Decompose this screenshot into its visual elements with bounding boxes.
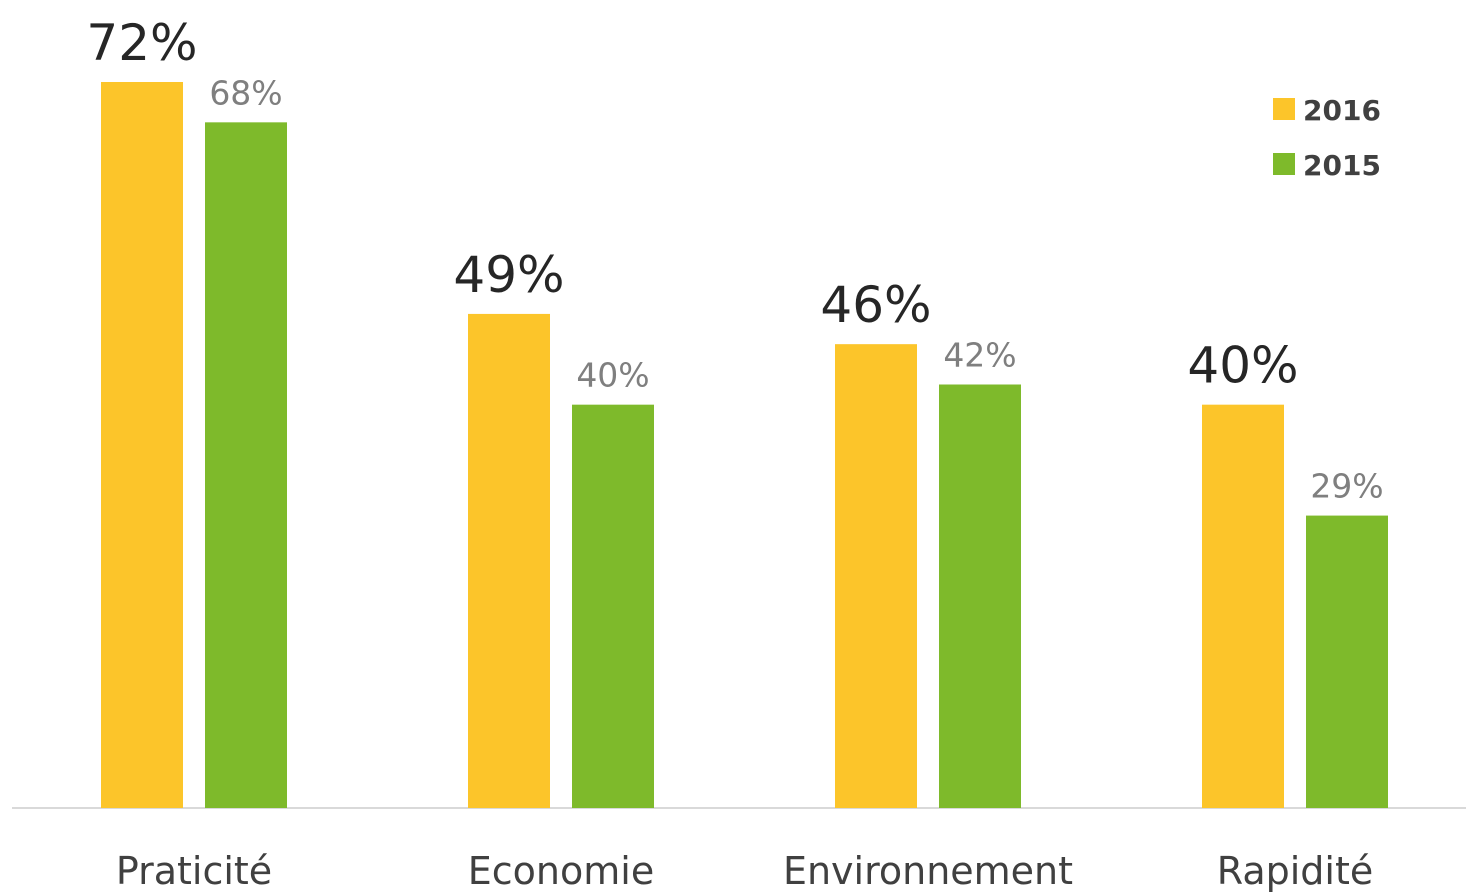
legend: 2016 2015 <box>1273 94 1381 182</box>
data-label-2015-environnement: 42% <box>943 336 1016 375</box>
bar-2015-rapidité <box>1306 515 1388 808</box>
legend-label-2016: 2016 <box>1303 94 1381 127</box>
legend-swatch-2015 <box>1273 153 1295 175</box>
category-label-praticité: Praticité <box>116 849 272 892</box>
data-label-2016-rapidité: 40% <box>1187 337 1298 395</box>
data-label-2016-environnement: 46% <box>820 276 931 334</box>
bar-2015-environnement <box>939 384 1021 808</box>
data-label-2015-rapidité: 29% <box>1310 467 1383 506</box>
category-label-economie: Economie <box>468 849 654 892</box>
data-label-2015-praticité: 68% <box>209 73 282 112</box>
bar-2016-praticité <box>101 82 183 808</box>
data-label-2016-praticité: 72% <box>86 14 197 72</box>
legend-swatch-2016 <box>1273 98 1295 120</box>
category-label-rapidité: Rapidité <box>1217 849 1374 892</box>
bar-2015-praticité <box>205 122 287 809</box>
bar-2016-rapidité <box>1202 404 1284 808</box>
bar-2016-economie <box>468 313 550 808</box>
bar-2016-environnement <box>835 344 917 808</box>
data-label-2015-economie: 40% <box>576 356 649 395</box>
bar-2015-economie <box>572 404 654 808</box>
data-label-2016-economie: 49% <box>453 246 564 304</box>
legend-label-2015: 2015 <box>1303 149 1381 182</box>
category-label-environnement: Environnement <box>783 849 1073 892</box>
